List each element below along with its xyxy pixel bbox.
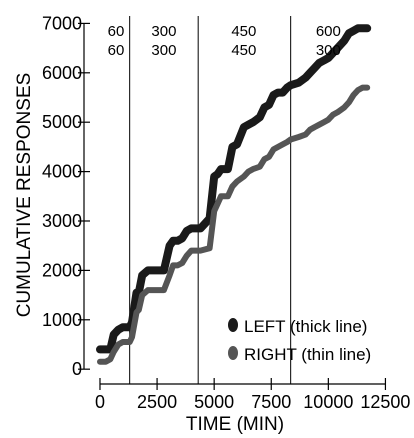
y-tick-label: 6000 xyxy=(42,63,82,83)
legend-marker xyxy=(228,318,238,332)
x-tick-label: 12500 xyxy=(360,392,410,412)
x-axis-label: TIME (MIN) xyxy=(186,414,284,435)
x-tick-label: 0 xyxy=(95,392,105,412)
y-tick-label: 2000 xyxy=(42,260,82,280)
condition-label-bottom: 300 xyxy=(316,42,341,59)
axes: 0 1000 2000 3000 4000 5000 6000 7000 0 2500 5000 75… xyxy=(42,13,411,412)
series-line-right xyxy=(97,84,371,365)
y-tick-label: 1000 xyxy=(42,310,82,330)
legend-marker xyxy=(228,346,238,360)
condition-label-top: 600 xyxy=(316,23,341,40)
series-line-left xyxy=(96,24,372,354)
x-tick-label: 7500 xyxy=(251,392,291,412)
condition-labels: 60 60 300 300 450 450 600 300 xyxy=(108,23,341,59)
condition-label-top: 300 xyxy=(151,23,176,40)
x-tick-label: 5000 xyxy=(194,392,234,412)
y-tick-label: 4000 xyxy=(42,162,82,182)
y-tick-label: 7000 xyxy=(42,13,82,33)
y-axis-label: CUMULATIVE RESPONSES xyxy=(14,73,35,318)
condition-label-bottom: 450 xyxy=(231,42,256,59)
condition-label-top: 450 xyxy=(231,23,256,40)
series-lines xyxy=(96,24,372,365)
condition-label-bottom: 60 xyxy=(108,42,125,59)
legend-label: LEFT (thick line) xyxy=(244,317,367,336)
x-tick-label: 10000 xyxy=(303,392,353,412)
y-tick-label: 3000 xyxy=(42,211,82,231)
legend: LEFT (thick line) RIGHT (thin line) xyxy=(228,317,371,364)
y-tick-label: 0 xyxy=(72,359,82,379)
x-tick-label: 2500 xyxy=(137,392,177,412)
y-tick-label: 5000 xyxy=(42,112,82,132)
condition-label-bottom: 300 xyxy=(151,42,176,59)
legend-label: RIGHT (thin line) xyxy=(244,345,371,364)
condition-label-top: 60 xyxy=(108,23,125,40)
